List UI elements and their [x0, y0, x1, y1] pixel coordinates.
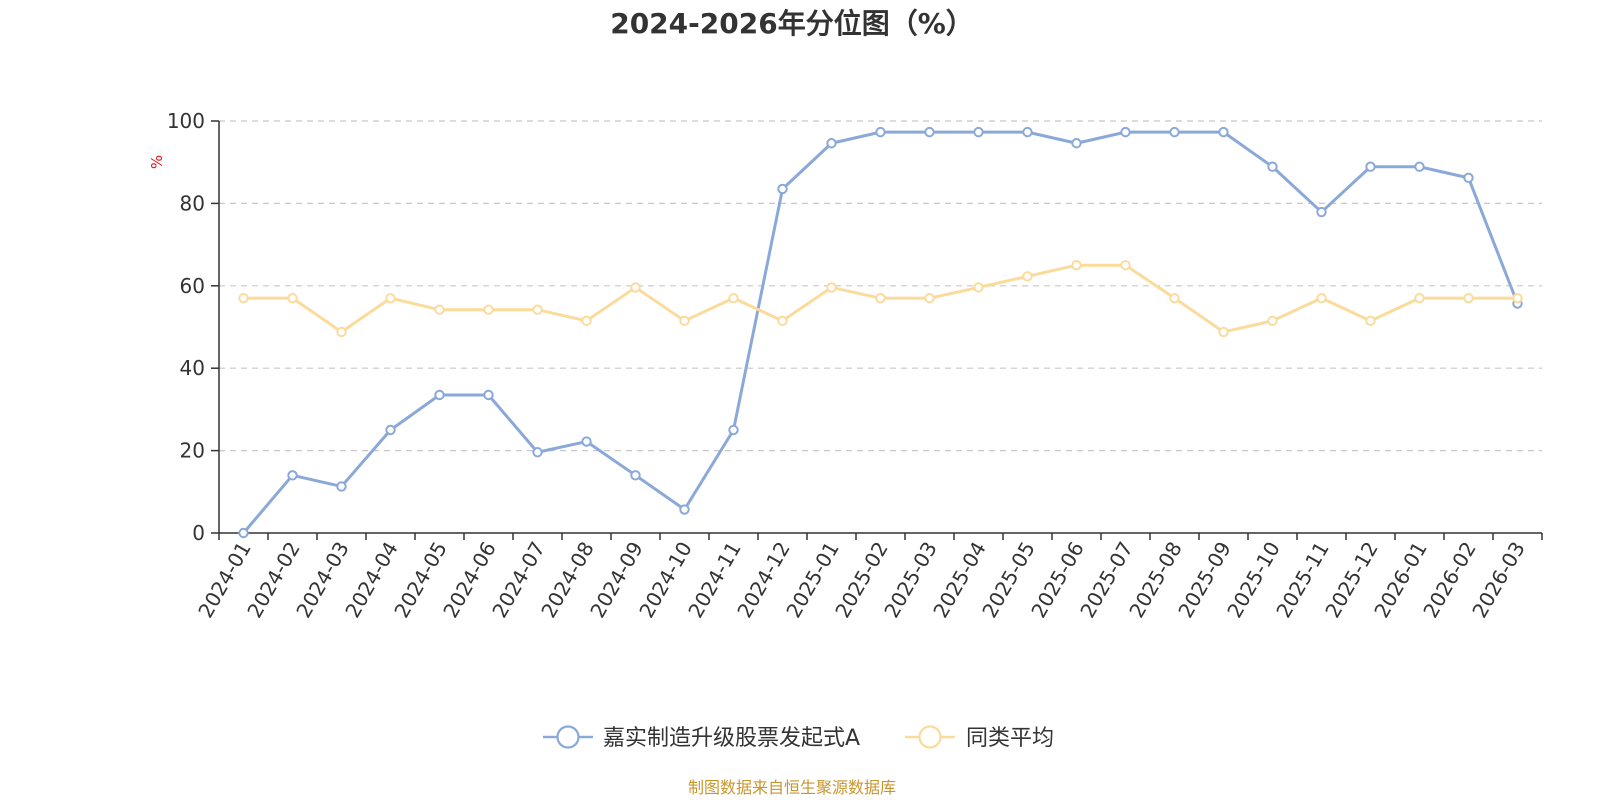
- data-point[interactable]: [532, 304, 543, 315]
- data-point[interactable]: [1071, 138, 1082, 149]
- data-point[interactable]: [728, 292, 739, 304]
- data-point[interactable]: [1218, 126, 1229, 138]
- data-point[interactable]: [1463, 172, 1474, 184]
- series-2: [238, 260, 1523, 338]
- data-point[interactable]: [1071, 260, 1082, 271]
- data-point[interactable]: [385, 292, 396, 304]
- data-point[interactable]: [434, 389, 445, 401]
- data-point[interactable]: [483, 389, 494, 401]
- y-tick-label: 40: [180, 356, 205, 380]
- data-point[interactable]: [287, 292, 298, 304]
- data-point[interactable]: [777, 315, 788, 327]
- data-point[interactable]: [1022, 126, 1033, 138]
- chart-title: 2024-2026年分位图（%）: [610, 7, 974, 40]
- data-point[interactable]: [336, 481, 347, 492]
- y-tick-label: 20: [180, 439, 205, 463]
- data-point[interactable]: [1120, 260, 1131, 271]
- legend-label: 嘉实制造升级股票发起式A: [603, 726, 860, 751]
- data-point[interactable]: [1218, 326, 1229, 338]
- data-point[interactable]: [826, 282, 837, 293]
- data-point[interactable]: [1365, 161, 1376, 172]
- data-point[interactable]: [434, 304, 445, 315]
- data-point[interactable]: [385, 424, 396, 436]
- data-point[interactable]: [973, 126, 984, 138]
- data-point[interactable]: [238, 527, 249, 539]
- data-point[interactable]: [287, 470, 298, 481]
- data-point[interactable]: [1267, 315, 1278, 327]
- legend-item-1[interactable]: 嘉实制造升级股票发起式A: [543, 725, 860, 751]
- grid-lines: [219, 120, 1542, 452]
- data-point[interactable]: [1267, 161, 1278, 172]
- data-point[interactable]: [973, 282, 984, 293]
- legend-marker-icon: [918, 725, 942, 749]
- data-point[interactable]: [1169, 126, 1180, 138]
- data-point[interactable]: [1120, 126, 1131, 138]
- data-point[interactable]: [581, 315, 592, 327]
- data-point[interactable]: [483, 304, 494, 315]
- y-axis-unit-label: %: [148, 155, 166, 169]
- data-point[interactable]: [581, 436, 592, 447]
- y-tick-label: 60: [180, 274, 205, 298]
- data-point[interactable]: [924, 292, 935, 304]
- data-point[interactable]: [777, 183, 788, 195]
- data-point[interactable]: [1512, 292, 1523, 304]
- data-point[interactable]: [875, 292, 886, 304]
- data-point[interactable]: [336, 326, 347, 338]
- data-point[interactable]: [728, 424, 739, 436]
- legend[interactable]: 嘉实制造升级股票发起式A 同类平均: [543, 725, 1054, 751]
- data-point[interactable]: [875, 126, 886, 138]
- y-tick-label: 0: [192, 521, 205, 545]
- data-source-note: 制图数据来自恒生聚源数据库: [688, 778, 896, 797]
- data-point[interactable]: [1022, 271, 1033, 282]
- data-point[interactable]: [924, 126, 935, 138]
- data-point[interactable]: [1316, 292, 1327, 304]
- data-point[interactable]: [532, 447, 543, 458]
- data-point[interactable]: [1414, 292, 1425, 304]
- series-1: [238, 126, 1523, 539]
- data-point[interactable]: [238, 292, 249, 304]
- data-point[interactable]: [1414, 161, 1425, 172]
- series-lines: [238, 126, 1523, 539]
- legend-marker-icon: [556, 725, 580, 749]
- series-line: [242, 130, 1519, 534]
- data-point[interactable]: [826, 138, 837, 149]
- data-point[interactable]: [630, 470, 641, 481]
- y-tick-label: 100: [167, 109, 205, 133]
- axes: 0204060801002024-012024-022024-032024-04…: [167, 109, 1543, 622]
- data-point[interactable]: [1463, 292, 1474, 304]
- y-tick-label: 80: [180, 191, 205, 215]
- data-point[interactable]: [679, 504, 690, 515]
- data-point[interactable]: [630, 282, 641, 293]
- data-point[interactable]: [1316, 206, 1327, 218]
- legend-item-2[interactable]: 同类平均: [905, 725, 1054, 751]
- data-point[interactable]: [679, 315, 690, 327]
- data-point[interactable]: [1169, 292, 1180, 304]
- data-point[interactable]: [1365, 315, 1376, 327]
- legend-label: 同类平均: [966, 726, 1054, 751]
